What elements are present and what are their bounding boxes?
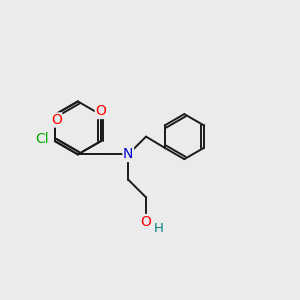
Text: O: O (95, 104, 106, 118)
Text: H: H (153, 222, 163, 235)
Text: O: O (51, 113, 62, 127)
Text: N: N (123, 147, 134, 161)
Text: O: O (141, 214, 152, 229)
Text: Cl: Cl (36, 132, 50, 146)
